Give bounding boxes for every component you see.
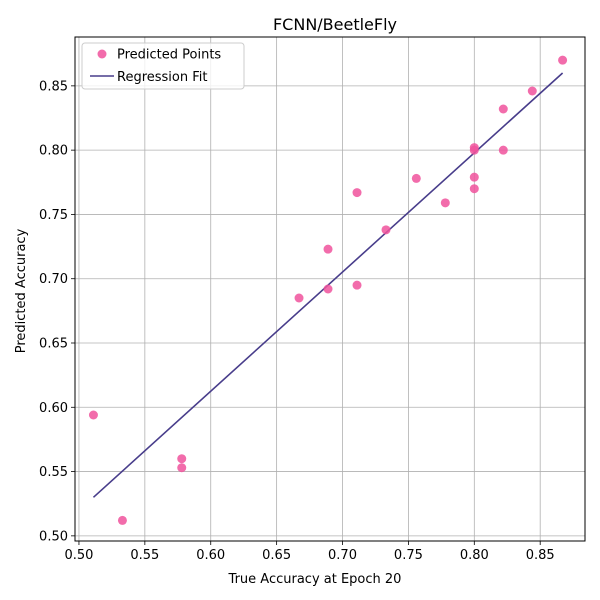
predicted-point [352,280,362,290]
predicted-point [177,454,187,464]
legend-label-predicted-points: Predicted Points [117,48,221,63]
grid [75,37,585,541]
legend-label-regression-fit: Regression Fit [117,70,207,85]
y-tick-label: 0.70 [39,272,68,287]
x-axis-ticks: 0.50 0.55 0.60 0.65 0.70 0.75 0.80 0.85 [64,541,555,563]
y-tick-label: 0.80 [39,144,68,159]
x-axis-label: True Accuracy at Epoch 20 [228,572,402,587]
x-tick-label: 0.80 [460,548,489,563]
x-tick-label: 0.60 [196,548,225,563]
predicted-point [469,184,479,194]
legend: Predicted Points Regression Fit [81,42,245,90]
predicted-point [352,188,362,198]
predicted-point [294,293,304,303]
y-tick-label: 0.65 [39,337,68,352]
x-tick-label: 0.70 [328,548,357,563]
x-tick-label: 0.65 [262,548,291,563]
y-tick-label: 0.60 [39,401,68,416]
predicted-point [498,145,508,155]
y-tick-label: 0.50 [39,529,68,544]
x-tick-label: 0.50 [64,548,93,563]
predicted-point [177,463,187,473]
y-axis-label: Predicted Accuracy [14,228,29,353]
predicted-point [411,173,421,183]
predicted-point [88,410,98,420]
predicted-point [323,284,333,294]
legend-marker-predicted-points [97,49,107,59]
predicted-point [527,86,537,96]
chart-title: FCNN/BeetleFly [273,15,397,34]
x-tick-label: 0.55 [130,548,159,563]
predicted-point [381,225,391,235]
y-tick-label: 0.75 [39,208,68,223]
predicted-point [558,55,568,65]
points-layer [88,55,568,525]
predicted-point [498,104,508,114]
predicted-point [469,172,479,182]
predicted-point [323,244,333,254]
predicted-point [469,145,479,155]
x-tick-label: 0.85 [526,548,555,563]
y-tick-label: 0.55 [39,465,68,480]
legend-box [81,42,245,90]
predicted-point [440,198,450,208]
x-tick-label: 0.75 [394,548,423,563]
plot-frame [74,36,586,542]
y-tick-label: 0.85 [39,79,68,94]
y-axis-ticks: 0.50 0.55 0.60 0.65 0.70 0.75 0.80 0.85 [39,79,75,544]
predicted-point [117,515,127,525]
